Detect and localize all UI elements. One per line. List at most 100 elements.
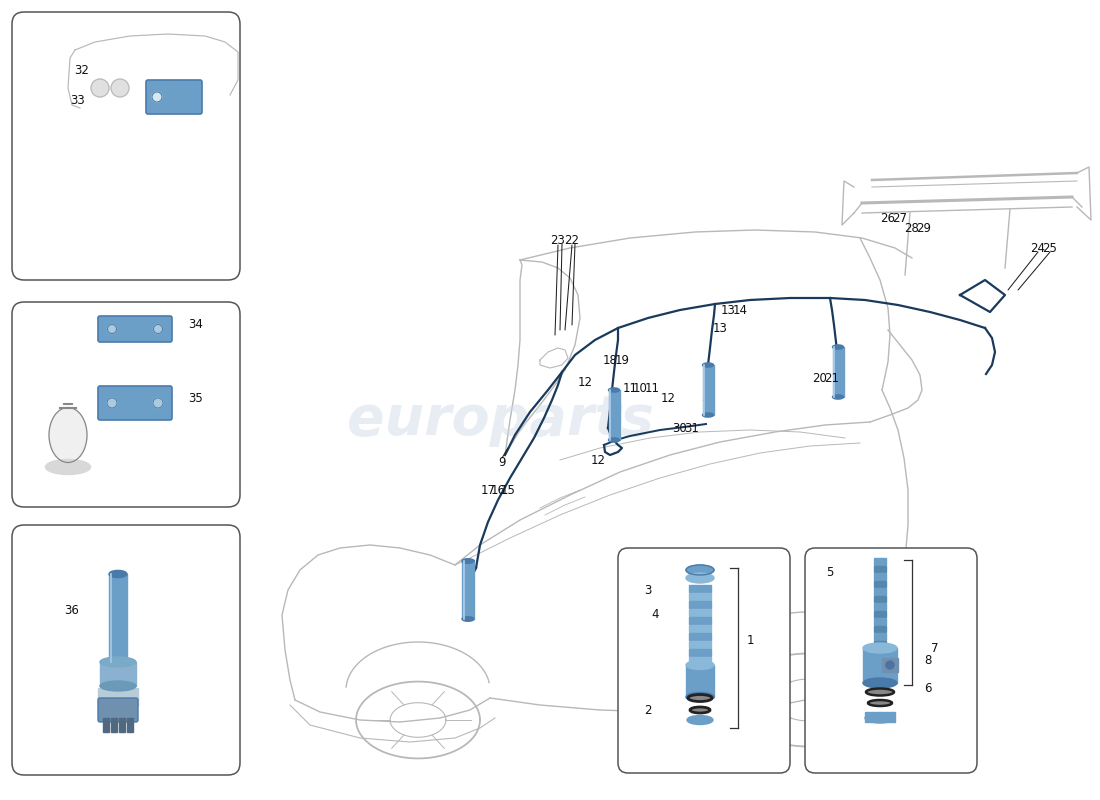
Bar (864, 648, 896, 683)
Text: 21: 21 (825, 371, 839, 385)
Circle shape (886, 661, 894, 669)
Text: 11: 11 (623, 382, 638, 394)
Bar (689, 625, 711, 632)
Circle shape (108, 325, 117, 334)
Bar (686, 665, 714, 697)
Ellipse shape (109, 658, 126, 666)
Text: 7: 7 (932, 642, 938, 654)
Ellipse shape (686, 661, 714, 670)
Bar (119, 718, 125, 732)
Text: 27: 27 (892, 211, 907, 225)
Bar (126, 718, 133, 732)
Ellipse shape (864, 643, 896, 653)
Bar (689, 617, 711, 624)
Bar (689, 641, 711, 648)
Text: 36: 36 (65, 603, 79, 617)
Bar (874, 626, 886, 632)
Ellipse shape (608, 438, 619, 442)
Bar (689, 649, 711, 656)
Circle shape (111, 79, 129, 97)
Ellipse shape (703, 413, 714, 417)
Text: 30: 30 (672, 422, 688, 434)
FancyBboxPatch shape (146, 80, 202, 114)
Text: 11: 11 (645, 382, 660, 394)
Ellipse shape (109, 570, 126, 578)
FancyBboxPatch shape (12, 12, 240, 280)
Ellipse shape (703, 363, 714, 367)
Text: 28: 28 (904, 222, 920, 234)
Text: 23: 23 (551, 234, 565, 246)
Bar (874, 588, 886, 594)
Bar (874, 595, 886, 602)
Ellipse shape (866, 689, 894, 695)
Bar (865, 712, 895, 722)
Text: 32: 32 (75, 63, 89, 77)
Text: 5: 5 (826, 566, 834, 578)
Bar (100, 662, 136, 686)
Text: 18: 18 (603, 354, 617, 366)
Bar (689, 657, 711, 664)
Text: 10: 10 (632, 382, 648, 394)
Bar (874, 618, 886, 625)
Ellipse shape (833, 395, 844, 399)
Ellipse shape (864, 678, 896, 688)
Bar (874, 641, 886, 647)
Text: 25: 25 (1043, 242, 1057, 254)
Bar (608, 390, 619, 440)
Text: 15: 15 (500, 483, 516, 497)
Ellipse shape (100, 657, 136, 667)
Bar (103, 718, 109, 732)
Text: 12: 12 (591, 454, 605, 466)
Circle shape (91, 79, 109, 97)
FancyBboxPatch shape (618, 548, 790, 773)
Text: 13: 13 (720, 303, 736, 317)
Bar (874, 610, 886, 617)
Bar (689, 593, 711, 600)
Ellipse shape (462, 617, 474, 622)
Circle shape (153, 398, 163, 408)
Bar (703, 365, 714, 415)
Text: 17: 17 (481, 483, 495, 497)
Text: 33: 33 (70, 94, 86, 106)
Text: 13: 13 (713, 322, 727, 334)
Bar (874, 603, 886, 610)
Ellipse shape (50, 407, 87, 462)
Ellipse shape (686, 693, 714, 702)
Ellipse shape (100, 681, 136, 691)
Text: 34: 34 (188, 318, 204, 330)
Bar (689, 585, 711, 592)
Text: 4: 4 (651, 609, 659, 622)
Bar (874, 558, 886, 565)
Text: 35: 35 (188, 391, 204, 405)
Text: 26: 26 (880, 211, 895, 225)
Text: 2: 2 (645, 703, 651, 717)
FancyBboxPatch shape (12, 525, 240, 775)
Circle shape (107, 398, 117, 408)
Bar (689, 601, 711, 608)
Text: 12: 12 (660, 391, 675, 405)
FancyBboxPatch shape (98, 386, 172, 420)
Bar (109, 574, 126, 662)
Bar (689, 633, 711, 640)
Text: 20: 20 (813, 371, 827, 385)
Text: 31: 31 (684, 422, 700, 434)
Text: 19: 19 (615, 354, 629, 366)
Text: 9: 9 (498, 455, 506, 469)
FancyBboxPatch shape (12, 302, 240, 507)
Circle shape (154, 325, 163, 334)
Text: 6: 6 (924, 682, 932, 694)
FancyBboxPatch shape (98, 316, 172, 342)
Bar (874, 558, 886, 648)
Text: 1: 1 (746, 634, 754, 646)
Text: europarts: europarts (346, 393, 653, 447)
Bar (689, 609, 711, 616)
Bar (462, 561, 474, 619)
Ellipse shape (686, 565, 714, 575)
Bar (882, 658, 898, 672)
Text: 24: 24 (1031, 242, 1045, 254)
Ellipse shape (688, 694, 712, 702)
Bar (874, 633, 886, 639)
FancyBboxPatch shape (805, 548, 977, 773)
Bar (111, 718, 117, 732)
Ellipse shape (833, 345, 844, 349)
